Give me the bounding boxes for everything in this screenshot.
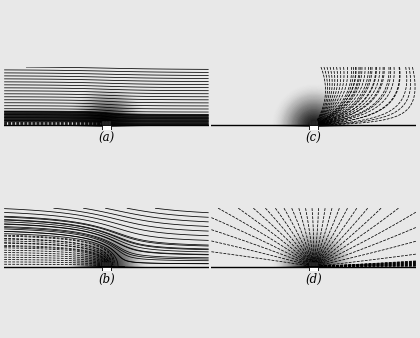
Text: (b): (b) xyxy=(98,273,115,286)
Text: (c): (c) xyxy=(306,132,322,145)
Bar xyxy=(102,267,111,271)
Bar xyxy=(102,125,111,130)
Text: (a): (a) xyxy=(98,132,115,145)
Bar xyxy=(309,267,318,271)
Text: (d): (d) xyxy=(305,273,322,286)
Bar xyxy=(309,125,318,130)
